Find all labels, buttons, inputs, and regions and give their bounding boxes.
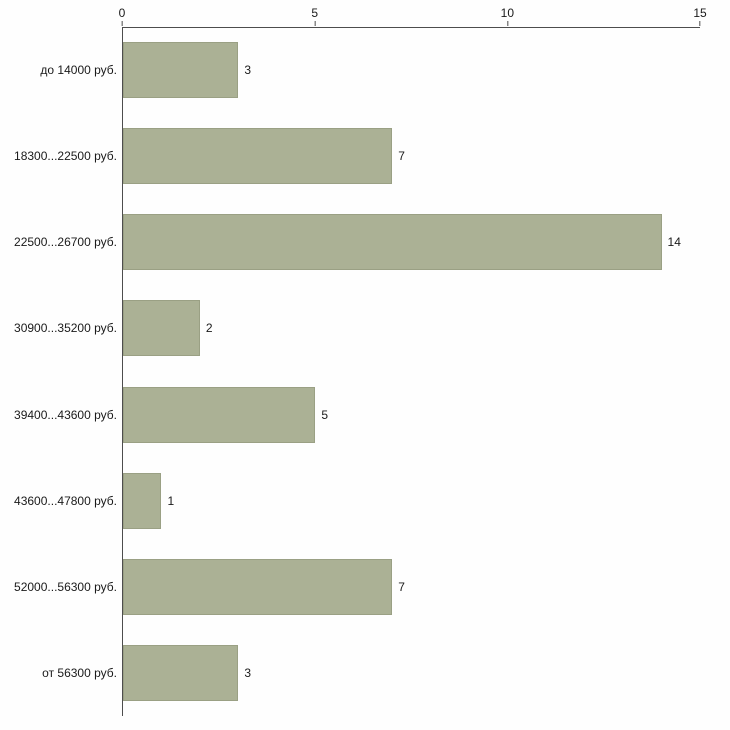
bar (123, 558, 393, 615)
bar (123, 128, 393, 185)
value-label: 2 (205, 321, 213, 336)
bar (123, 472, 162, 529)
category-label: 18300...22500 руб. (14, 149, 117, 164)
bar (123, 214, 662, 271)
x-axis-tick-label: 5 (311, 6, 318, 20)
category-label: 43600...47800 руб. (14, 493, 117, 508)
bar (123, 644, 239, 701)
chart-row: 22500...26700 руб. 14 (0, 199, 700, 286)
value-label: 1 (167, 493, 175, 508)
bar-area: 2 (122, 285, 700, 372)
bar (123, 386, 316, 443)
category-label: 22500...26700 руб. (14, 235, 117, 250)
category-label: от 56300 руб. (42, 665, 117, 680)
chart-row: от 56300 руб. 3 (0, 629, 700, 716)
x-axis-tick: 15 (693, 6, 707, 26)
x-axis-tick: 0 (118, 6, 126, 26)
chart-plot-area: до 14000 руб. 3 18300...22500 руб. 7 22500..… (0, 27, 700, 716)
x-axis-tick: 5 (311, 7, 318, 26)
x-axis-line (122, 27, 700, 28)
bar-area: 7 (122, 113, 700, 200)
chart-row: 30900...35200 руб. 2 (0, 285, 700, 372)
x-axis-tick: 10 (501, 7, 514, 26)
x-axis-tick-mark (314, 21, 316, 26)
x-axis-tick-mark (121, 21, 123, 26)
chart-row: 18300...22500 руб. 7 (0, 113, 700, 200)
x-axis-tick-label: 10 (500, 6, 515, 20)
value-label: 7 (398, 149, 405, 164)
bar-area: 14 (122, 199, 700, 286)
category-label: 30900...35200 руб. (14, 321, 117, 336)
category-label: до 14000 руб. (40, 63, 117, 78)
x-axis-tick-label: 15 (693, 6, 707, 20)
bar (123, 42, 239, 99)
chart-row: до 14000 руб. 3 (0, 27, 700, 114)
category-label: 39400...43600 руб. (14, 407, 117, 422)
bar-area: 5 (122, 371, 700, 458)
chart-row: 52000...56300 руб. 7 (0, 543, 700, 630)
value-label: 14 (667, 235, 681, 250)
bar-area: 3 (122, 629, 700, 716)
bar (123, 300, 200, 357)
bar-area: 1 (122, 457, 700, 544)
category-label: 52000...56300 руб. (14, 579, 117, 594)
x-axis-tick-mark (699, 21, 701, 26)
value-label: 5 (321, 407, 329, 422)
bar-area: 3 (122, 27, 700, 114)
value-label: 3 (244, 665, 252, 680)
value-label: 3 (244, 63, 252, 78)
x-axis: 0 5 10 15 (118, 0, 707, 27)
chart-row: 43600...47800 руб. 1 (0, 457, 700, 544)
chart-row: 39400...43600 руб. 5 (0, 371, 700, 458)
bar-area: 7 (122, 543, 700, 630)
value-label: 7 (398, 579, 405, 594)
x-axis-tick-mark (506, 21, 508, 26)
x-axis-tick-label: 0 (118, 6, 126, 20)
